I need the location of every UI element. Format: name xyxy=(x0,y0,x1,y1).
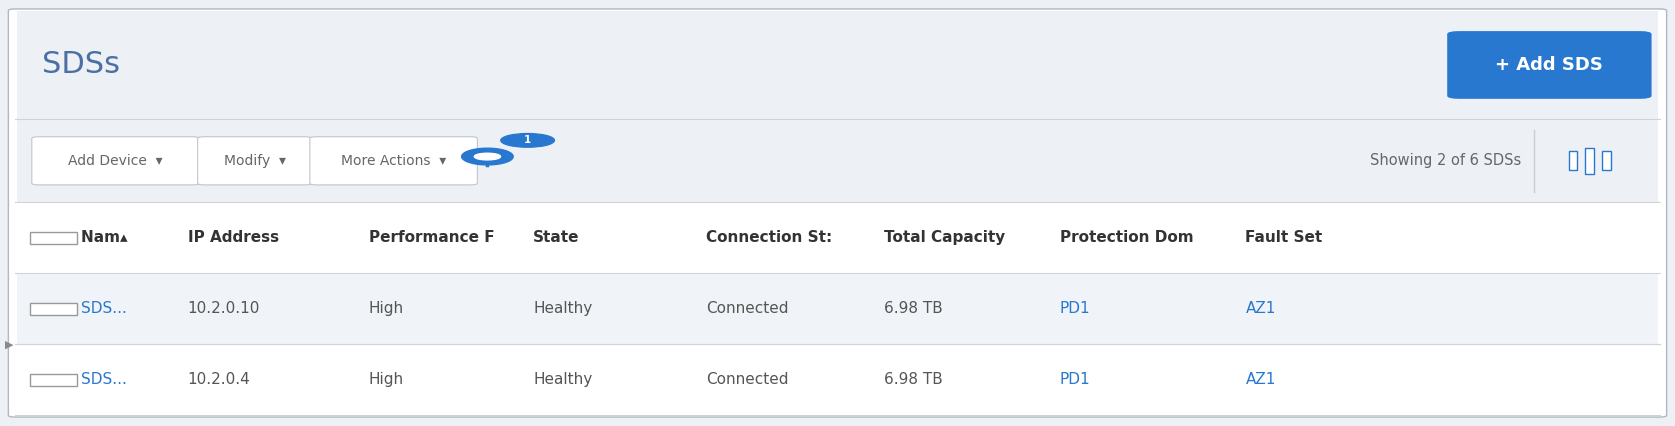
Bar xyxy=(1601,151,1611,170)
Text: 6.98 TB: 6.98 TB xyxy=(883,372,943,387)
Text: High: High xyxy=(368,301,404,317)
Bar xyxy=(17,119,1658,202)
Text: PD1: PD1 xyxy=(1060,301,1090,317)
Text: More Actions  ▾: More Actions ▾ xyxy=(342,154,446,168)
Bar xyxy=(17,202,1658,273)
Text: 10.2.0.4: 10.2.0.4 xyxy=(188,372,251,387)
Text: Protection Dom: Protection Dom xyxy=(1060,230,1193,245)
Text: Total Capacity: Total Capacity xyxy=(883,230,1005,245)
Text: Connection St:: Connection St: xyxy=(705,230,832,245)
Text: Performance F: Performance F xyxy=(368,230,494,245)
Text: IP Address: IP Address xyxy=(188,230,280,245)
Text: Healthy: Healthy xyxy=(533,301,593,317)
Text: AZ1: AZ1 xyxy=(1246,301,1276,317)
Bar xyxy=(30,374,77,386)
Bar xyxy=(17,11,1658,119)
Bar xyxy=(30,232,77,244)
Polygon shape xyxy=(462,148,513,165)
Text: 1: 1 xyxy=(524,135,531,145)
Text: PD1: PD1 xyxy=(1060,372,1090,387)
Circle shape xyxy=(474,153,501,160)
Text: SDS...: SDS... xyxy=(80,372,127,387)
Text: 10.2.0.10: 10.2.0.10 xyxy=(188,301,260,317)
Text: Add Device  ▾: Add Device ▾ xyxy=(69,154,162,168)
FancyBboxPatch shape xyxy=(8,9,1667,417)
Text: High: High xyxy=(368,372,404,387)
FancyBboxPatch shape xyxy=(1447,31,1652,99)
Bar xyxy=(17,273,1658,344)
Bar xyxy=(1585,148,1595,174)
Text: Fault Set: Fault Set xyxy=(1246,230,1323,245)
Circle shape xyxy=(501,134,554,147)
Text: Nam▴: Nam▴ xyxy=(80,230,137,245)
Text: AZ1: AZ1 xyxy=(1246,372,1276,387)
Bar xyxy=(17,344,1658,415)
Text: + Add SDS: + Add SDS xyxy=(1496,56,1603,74)
Text: State: State xyxy=(533,230,580,245)
FancyBboxPatch shape xyxy=(198,137,312,185)
Bar xyxy=(1568,151,1578,170)
Text: Modify  ▾: Modify ▾ xyxy=(223,154,286,168)
Text: ▶: ▶ xyxy=(5,340,13,349)
Text: Connected: Connected xyxy=(705,372,789,387)
FancyBboxPatch shape xyxy=(32,137,199,185)
Text: Connected: Connected xyxy=(705,301,789,317)
Text: Showing 2 of 6 SDSs: Showing 2 of 6 SDSs xyxy=(1370,153,1521,168)
Text: Healthy: Healthy xyxy=(533,372,593,387)
Bar xyxy=(30,303,77,315)
FancyBboxPatch shape xyxy=(310,137,477,185)
Text: SDSs: SDSs xyxy=(42,50,121,80)
Text: SDS...: SDS... xyxy=(80,301,127,317)
Text: 6.98 TB: 6.98 TB xyxy=(883,301,943,317)
